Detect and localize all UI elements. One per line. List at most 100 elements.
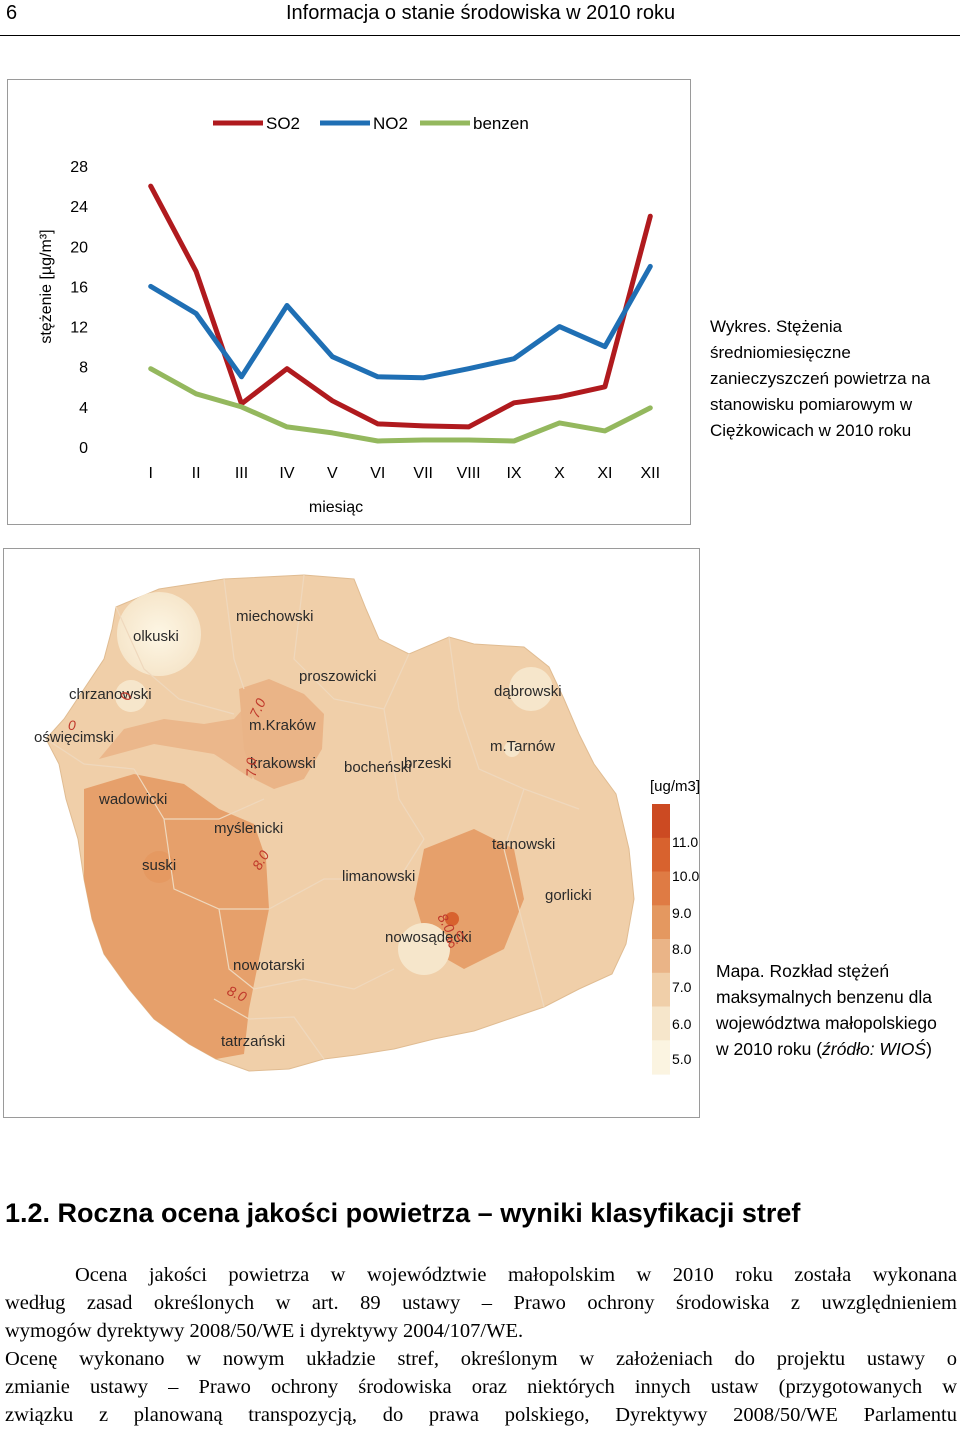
concentration-zone-7 xyxy=(99,699,269,779)
legend-label: benzen xyxy=(473,114,529,133)
legend-value: 11.0 xyxy=(672,834,698,850)
map-caption-line: maksymalnych benzenu dla xyxy=(716,987,932,1007)
district-label: olkuski xyxy=(133,628,179,645)
x-tick-label: V xyxy=(327,465,338,482)
olkuski-pocket xyxy=(115,680,147,712)
series-line xyxy=(148,263,653,381)
district-label: proszowicki xyxy=(299,668,377,685)
y-tick-label: 16 xyxy=(70,279,88,296)
map-caption-source: źródło: WIOŚ xyxy=(822,1039,927,1059)
legend-swatch xyxy=(652,871,670,906)
y-tick-label: 8 xyxy=(79,360,88,377)
map-caption-text: ) xyxy=(926,1039,932,1059)
chart-caption: Wykres. Stężenia średniomiesięczne zanie… xyxy=(710,314,955,444)
legend-swatch xyxy=(652,1006,670,1041)
contour-label: 0 xyxy=(68,717,76,733)
district-label: tarnowski xyxy=(492,836,555,853)
map-caption-line: województwa małopolskiego xyxy=(716,1013,937,1033)
district-label: m.Kraków xyxy=(249,717,316,734)
district-boundary xyxy=(503,788,545,1008)
contour-label: 7.0 xyxy=(246,696,269,721)
district-label: myślenicki xyxy=(214,820,283,837)
x-tick-label: VIII xyxy=(457,465,481,482)
y-tick-label: 12 xyxy=(70,320,88,337)
hotspot xyxy=(445,912,459,926)
page-header: 6 Informacja o stanie środowiska w 2010 … xyxy=(0,0,960,36)
x-tick-label: II xyxy=(192,465,201,482)
x-tick-label: I xyxy=(148,465,152,482)
district-boundary xyxy=(383,653,410,710)
legend-label: SO2 xyxy=(266,114,300,133)
page-number: 6 xyxy=(6,2,18,24)
x-tick-label: IV xyxy=(279,465,294,482)
district-label: limanowski xyxy=(342,868,415,885)
x-tick-label: X xyxy=(554,465,565,482)
y-tick-label: 0 xyxy=(79,440,88,457)
nowosadecki-pocket xyxy=(398,923,450,975)
legend-value: 6.0 xyxy=(672,1016,692,1032)
chart-caption-line: stanowisku pomiarowym w xyxy=(710,395,913,414)
suski-pocket xyxy=(143,851,175,883)
y-tick-label: 20 xyxy=(70,239,88,256)
legend-swatch xyxy=(652,939,670,974)
legend-swatch xyxy=(652,804,670,839)
paragraph-line: Ocena jakości powietrza w województwie m… xyxy=(75,1264,957,1286)
legend-swatch xyxy=(652,1040,670,1075)
district-label: nowosądecki xyxy=(385,929,472,946)
district-label: oświęcimski xyxy=(34,729,114,746)
district-boundary xyxy=(268,838,425,910)
chart-caption-line: Wykres. Stężenia xyxy=(710,317,843,336)
district-label: tatrzański xyxy=(221,1033,285,1050)
district-label: bocheński xyxy=(344,759,412,776)
district-label: krakowski xyxy=(250,755,316,772)
x-axis-title: miesiąc xyxy=(309,499,363,516)
district-boundary xyxy=(133,768,265,820)
contour-label: 8.0 xyxy=(225,982,250,1005)
paragraph: Ocenę wykonano w nowym układzie stref, o… xyxy=(5,1345,957,1429)
legend-swatch xyxy=(652,905,670,940)
district-label: wadowicki xyxy=(98,791,167,808)
district-boundary xyxy=(448,636,580,810)
concentration-zone-8 xyxy=(84,774,269,1059)
benzene-map: olkuski miechowski chrzanowski proszowic… xyxy=(3,548,700,1118)
district-label: chrzanowski xyxy=(69,686,152,703)
dabrowski-pocket xyxy=(509,667,553,711)
map-caption-line: Mapa. Rozkład stężeń xyxy=(716,961,890,981)
district-boundary xyxy=(213,998,325,1060)
paragraph-line: zmianie ustawy – Prawo ochrony środowisk… xyxy=(5,1376,957,1398)
district-boundary xyxy=(293,574,385,710)
district-label: nowotarski xyxy=(233,957,305,974)
district-boundary xyxy=(163,818,269,910)
x-tick-label: XI xyxy=(597,465,612,482)
map-caption-line: w 2010 roku (źródło: WIOŚ) xyxy=(716,1036,956,1062)
contour-label: 0 xyxy=(117,691,134,702)
legend-value: 8.0 xyxy=(672,941,692,957)
district-label: suski xyxy=(142,857,176,874)
map-caption-text: w 2010 roku ( xyxy=(716,1039,823,1059)
legend-unit: [ug/m3] xyxy=(650,778,700,795)
y-tick-label: 24 xyxy=(70,199,88,216)
y-tick-label: 4 xyxy=(79,400,88,417)
legend-swatch xyxy=(652,972,670,1008)
x-tick-label: VI xyxy=(370,465,385,482)
district-label: brzeski xyxy=(404,755,452,772)
legend-swatches xyxy=(652,804,670,1075)
concentration-zone-7-krakow xyxy=(239,679,324,789)
district-boundary xyxy=(223,578,245,690)
chart-caption-line: średniomiesięczne xyxy=(710,343,851,362)
district-boundary xyxy=(218,908,395,990)
y-axis-title: stężenie [µg/m³] xyxy=(38,229,55,343)
series-line xyxy=(148,183,653,430)
paragraph-line: związku z planowaną transpozycją, do pra… xyxy=(5,1404,957,1426)
district-label: miechowski xyxy=(236,608,314,625)
chart-caption-line: zanieczyszczeń powietrza na xyxy=(710,369,931,388)
paragraph: Ocena jakości powietrza w województwie m… xyxy=(5,1261,957,1345)
map-caption: Mapa. Rozkład stężeń maksymalnych benzen… xyxy=(716,958,956,1062)
x-tick-label: IX xyxy=(506,465,521,482)
map-canvas: olkuski miechowski chrzanowski proszowic… xyxy=(34,574,700,1075)
contour-label: 7.0 xyxy=(243,757,259,777)
paragraph-line: wymogów dyrektywy 2008/50/WE i dyrektywy… xyxy=(5,1320,524,1342)
district-boundary xyxy=(383,708,425,840)
x-tick-label: III xyxy=(235,465,248,482)
